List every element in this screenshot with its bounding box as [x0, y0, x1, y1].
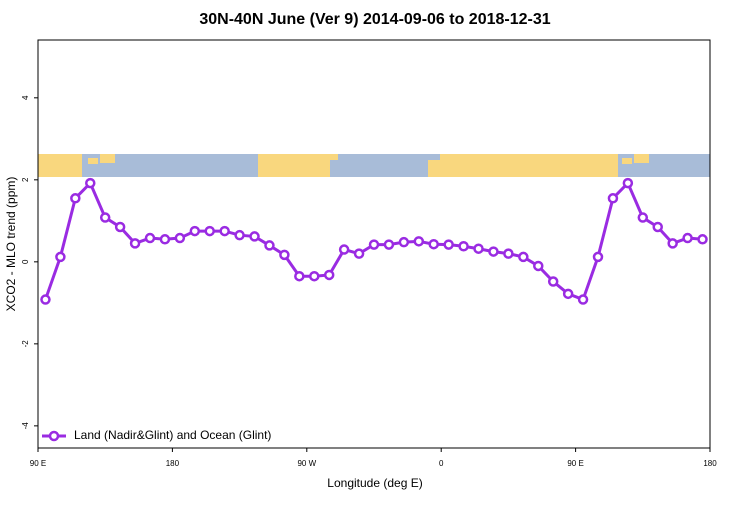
point — [368, 239, 380, 250]
point — [353, 248, 365, 259]
point — [443, 239, 454, 250]
point — [174, 232, 186, 244]
y-tick-label: 2 — [21, 177, 30, 182]
point — [219, 225, 230, 237]
y-tick-label: -4 — [21, 422, 30, 430]
point — [70, 193, 81, 204]
x-tick-label: 90 E — [30, 459, 46, 468]
point — [323, 269, 335, 281]
point — [85, 177, 96, 189]
point — [682, 232, 693, 244]
land-ocean-map — [38, 154, 710, 177]
y-axis-label: XCO2 - MLO trend (ppm) — [4, 177, 18, 312]
y-tick-label: 0 — [21, 259, 30, 264]
point — [99, 212, 111, 223]
point — [40, 294, 51, 305]
point — [413, 236, 425, 247]
point — [547, 276, 559, 287]
point — [697, 234, 708, 245]
point — [249, 231, 260, 242]
x-axis-label: Longitude (deg E) — [327, 476, 422, 490]
point — [622, 177, 634, 189]
point — [607, 193, 619, 204]
point — [114, 221, 126, 233]
y-tick-label: -2 — [21, 340, 30, 348]
chart-title: 30N-40N June (Ver 9) 2014-09-06 to 2018-… — [199, 11, 550, 28]
x-tick-label: 90 W — [297, 459, 316, 468]
point — [398, 236, 410, 248]
point — [309, 270, 320, 282]
point — [533, 260, 544, 272]
legend-marker — [48, 430, 60, 442]
point — [428, 238, 439, 250]
point — [55, 251, 66, 263]
point — [159, 234, 171, 245]
point — [458, 241, 469, 252]
point — [144, 232, 156, 244]
legend-label: Land (Nadir&Glint) and Ocean (Glint) — [74, 428, 271, 442]
y-tick-label: 4 — [21, 95, 30, 100]
x-tick-label: 0 — [439, 459, 444, 468]
plot-frame — [37, 39, 711, 449]
point — [667, 238, 678, 249]
point — [488, 246, 499, 257]
point — [189, 225, 201, 237]
x-tick-label: 180 — [703, 459, 717, 468]
point — [518, 251, 529, 263]
point — [204, 225, 215, 237]
x-tick-label: 180 — [166, 459, 180, 468]
point — [279, 249, 290, 261]
point — [473, 243, 484, 254]
point — [592, 251, 604, 263]
point — [652, 221, 663, 233]
point — [129, 238, 141, 249]
point — [264, 240, 275, 251]
point — [234, 229, 245, 241]
point — [637, 212, 649, 223]
point — [338, 244, 350, 255]
x-tick-label: 90 E — [567, 459, 583, 468]
point — [562, 288, 574, 300]
point — [577, 294, 589, 305]
point — [503, 248, 514, 259]
point — [294, 270, 305, 282]
point — [383, 239, 395, 250]
